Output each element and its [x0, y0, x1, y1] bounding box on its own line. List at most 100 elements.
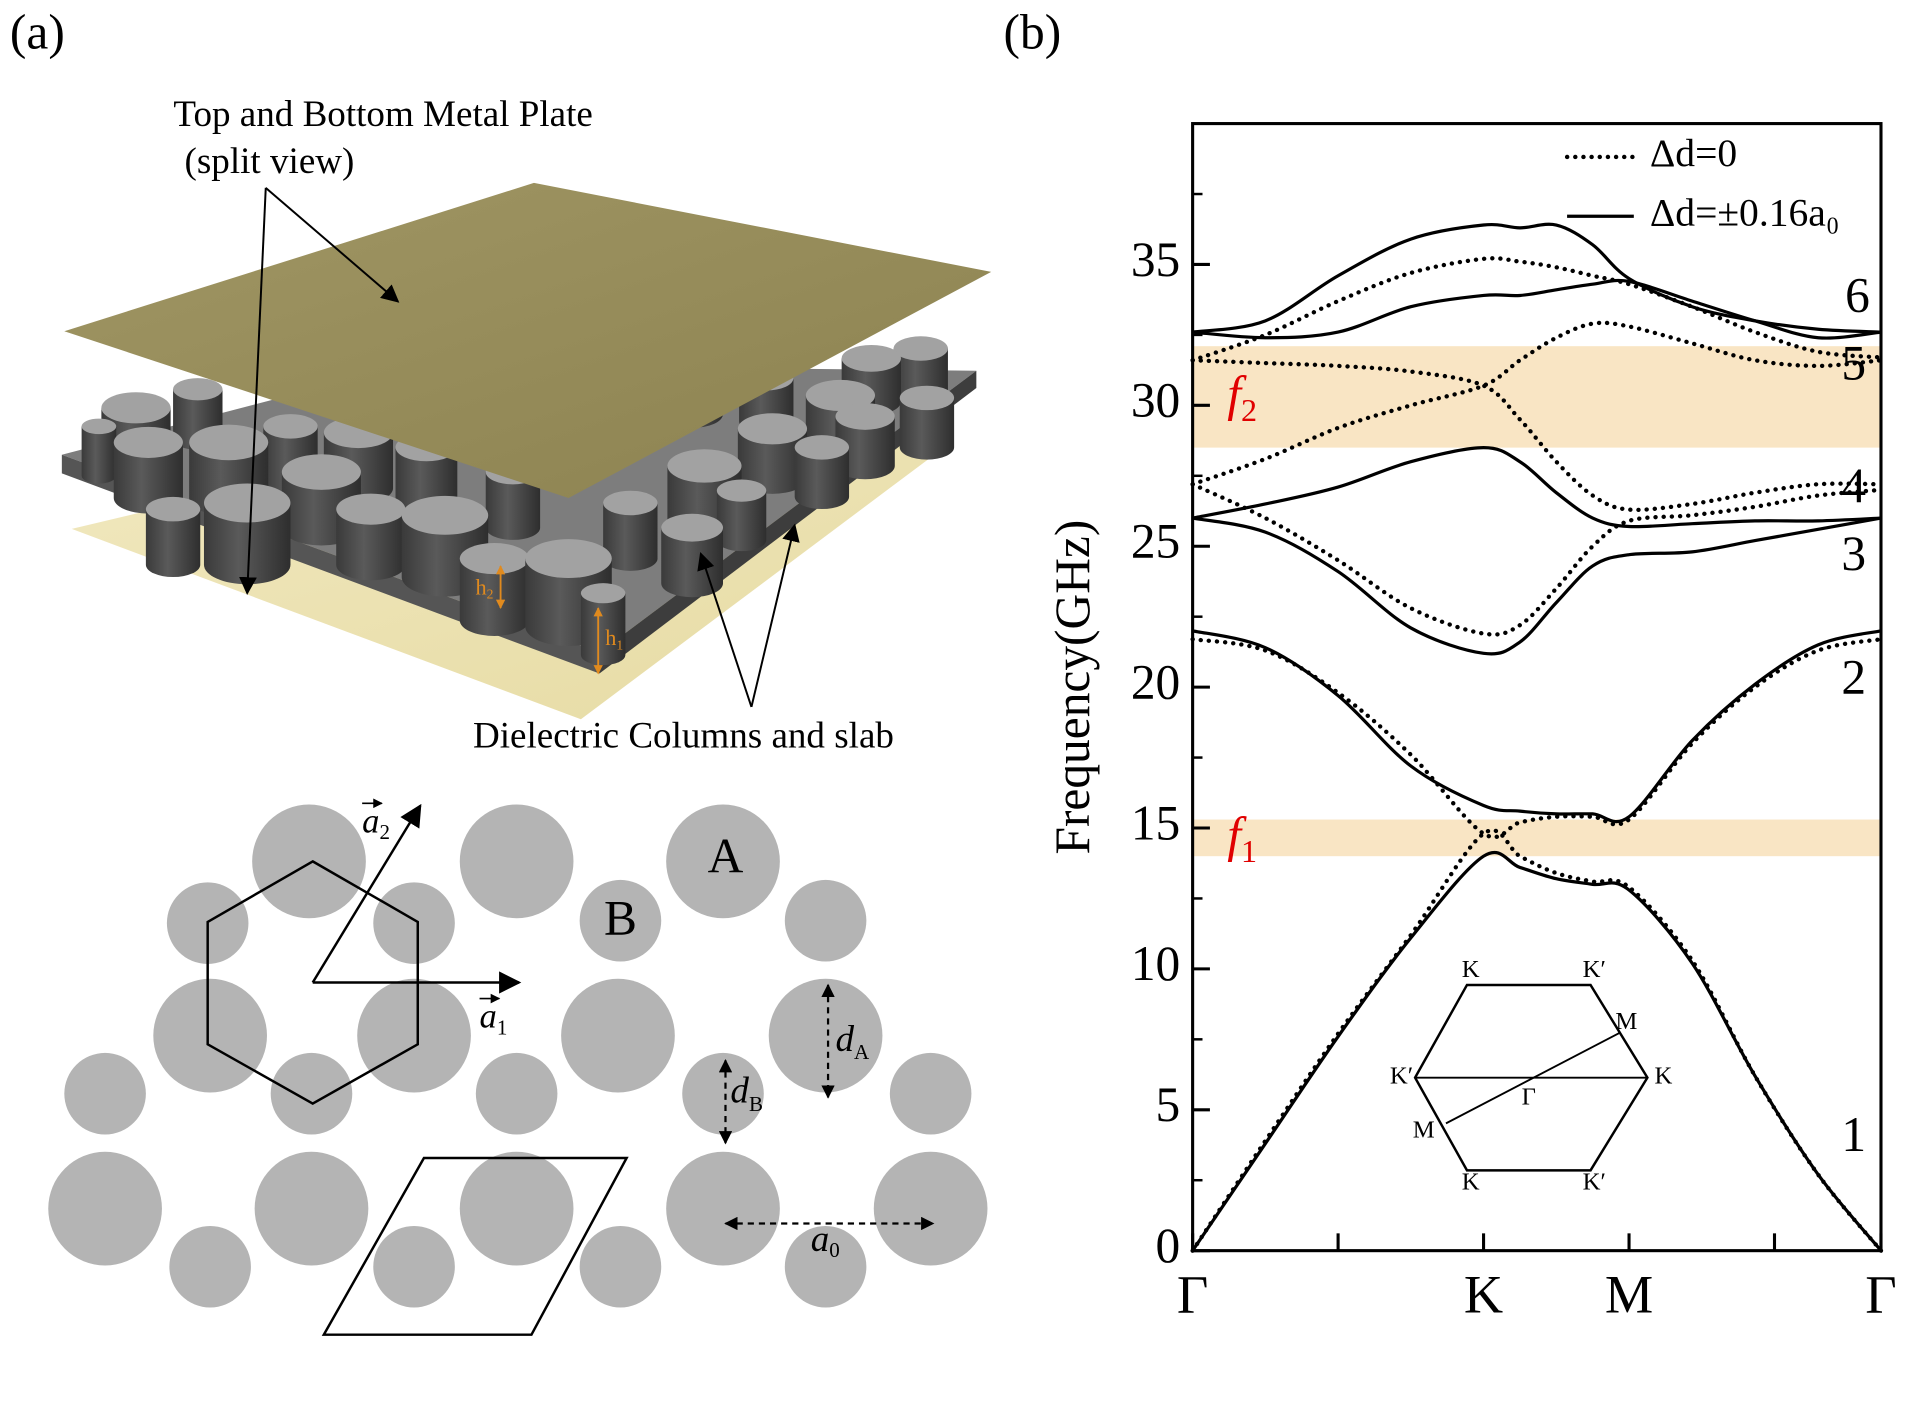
subscript: 2 [1241, 393, 1257, 429]
column-top [145, 496, 201, 522]
subscript: 1 [1241, 834, 1257, 870]
column-top [893, 336, 948, 361]
column-top [737, 413, 808, 445]
inset-label: Γ [1522, 1083, 1536, 1110]
hexagon [206, 859, 419, 1106]
band-index: 3 [1841, 526, 1866, 581]
band-curve [1192, 516, 1882, 656]
column-a [768, 978, 883, 1093]
y-tick-label: 30 [1131, 373, 1180, 428]
panel-label: (b) [1004, 4, 1062, 59]
symbol: a [480, 997, 497, 1035]
pointer [239, 187, 267, 595]
column-b [579, 879, 662, 962]
column-side [145, 509, 201, 578]
column-side [459, 558, 529, 636]
pointer [750, 523, 800, 708]
frequency-band [1192, 346, 1881, 448]
inset-label: K [1462, 956, 1480, 983]
y-tick-label: 25 [1131, 514, 1180, 569]
vector-label: a2 [362, 802, 390, 844]
column-top [401, 495, 489, 535]
band-curve [1191, 850, 1883, 1252]
diameter-label: dB [730, 1070, 763, 1116]
band-curve [1190, 256, 1884, 363]
column-side [603, 502, 658, 571]
y-tick-label: 5 [1156, 1077, 1181, 1132]
column-top [603, 490, 658, 516]
column-a [666, 804, 780, 919]
column-top [281, 454, 361, 490]
lattice [48, 804, 988, 1308]
columns-label: Dielectric Columns and slab [473, 716, 894, 757]
x-tick-label: M [1605, 1265, 1653, 1325]
band-curve [1192, 629, 1882, 824]
column-top [716, 479, 767, 502]
plate-label: (split view) [185, 141, 355, 182]
column-a [153, 978, 267, 1093]
column-a [459, 804, 574, 919]
column-side [81, 426, 117, 484]
band-curve [1190, 637, 1884, 840]
y-tick-label: 20 [1131, 654, 1180, 709]
pointer [265, 187, 400, 303]
lattice-constant-label: a0 [811, 1219, 840, 1262]
y-tick-label: 10 [1131, 936, 1180, 991]
column-a [459, 1151, 574, 1266]
column-side [899, 397, 955, 460]
site-label: A [708, 829, 744, 884]
column-top [189, 424, 269, 461]
band-curve [1190, 320, 1884, 487]
plate-label: Top and Bottom Metal Plate [173, 94, 592, 135]
subscript: 2 [379, 820, 390, 844]
column-a [666, 1151, 780, 1266]
band-index: 2 [1841, 650, 1866, 705]
column-b [270, 1052, 353, 1135]
subscript: 1 [497, 1015, 508, 1039]
column-side [661, 527, 724, 598]
column-top [173, 378, 223, 401]
column-top [661, 513, 724, 542]
band-label: f1 [1227, 808, 1257, 870]
symbol: a [362, 802, 379, 840]
vector-a2 [311, 803, 422, 984]
inset-label: K [1655, 1062, 1673, 1089]
inset-label: K [1462, 1169, 1480, 1196]
column-top [203, 483, 291, 523]
frequency-band [1192, 819, 1881, 857]
column-a [357, 978, 471, 1093]
column-side [716, 490, 767, 552]
band-curve [1192, 222, 1882, 334]
y-tick-label: 35 [1131, 232, 1180, 287]
band-index: 1 [1841, 1107, 1866, 1162]
column-side [485, 472, 541, 540]
legend-label: Δd=±0.16a₀ [1650, 190, 1840, 234]
column-a [561, 978, 675, 1093]
column-b [373, 882, 455, 964]
column-top [336, 493, 406, 525]
column-top [805, 379, 876, 412]
band-index: 5 [1841, 336, 1866, 391]
symbol: a [811, 1219, 830, 1260]
subscript: 1 [616, 637, 623, 652]
subscript: 2 [487, 587, 494, 602]
column-side [203, 502, 291, 585]
band-curve [1190, 828, 1884, 1253]
column-top [263, 414, 318, 439]
structure-3d [61, 182, 992, 720]
column-b [579, 1225, 662, 1308]
column-top [580, 583, 626, 604]
height-label: h1 [605, 625, 623, 652]
subscript: B [749, 1092, 763, 1116]
diameter-label: dA [835, 1018, 870, 1064]
band-curve [1190, 482, 1884, 637]
x-tick-label: K [1464, 1265, 1503, 1325]
column-top [113, 426, 183, 458]
column-top [101, 392, 171, 424]
column-side [794, 447, 850, 510]
inset-label: M [1413, 1117, 1435, 1144]
x-tick-label: Γ [1865, 1265, 1896, 1325]
band-curve [1190, 358, 1884, 513]
